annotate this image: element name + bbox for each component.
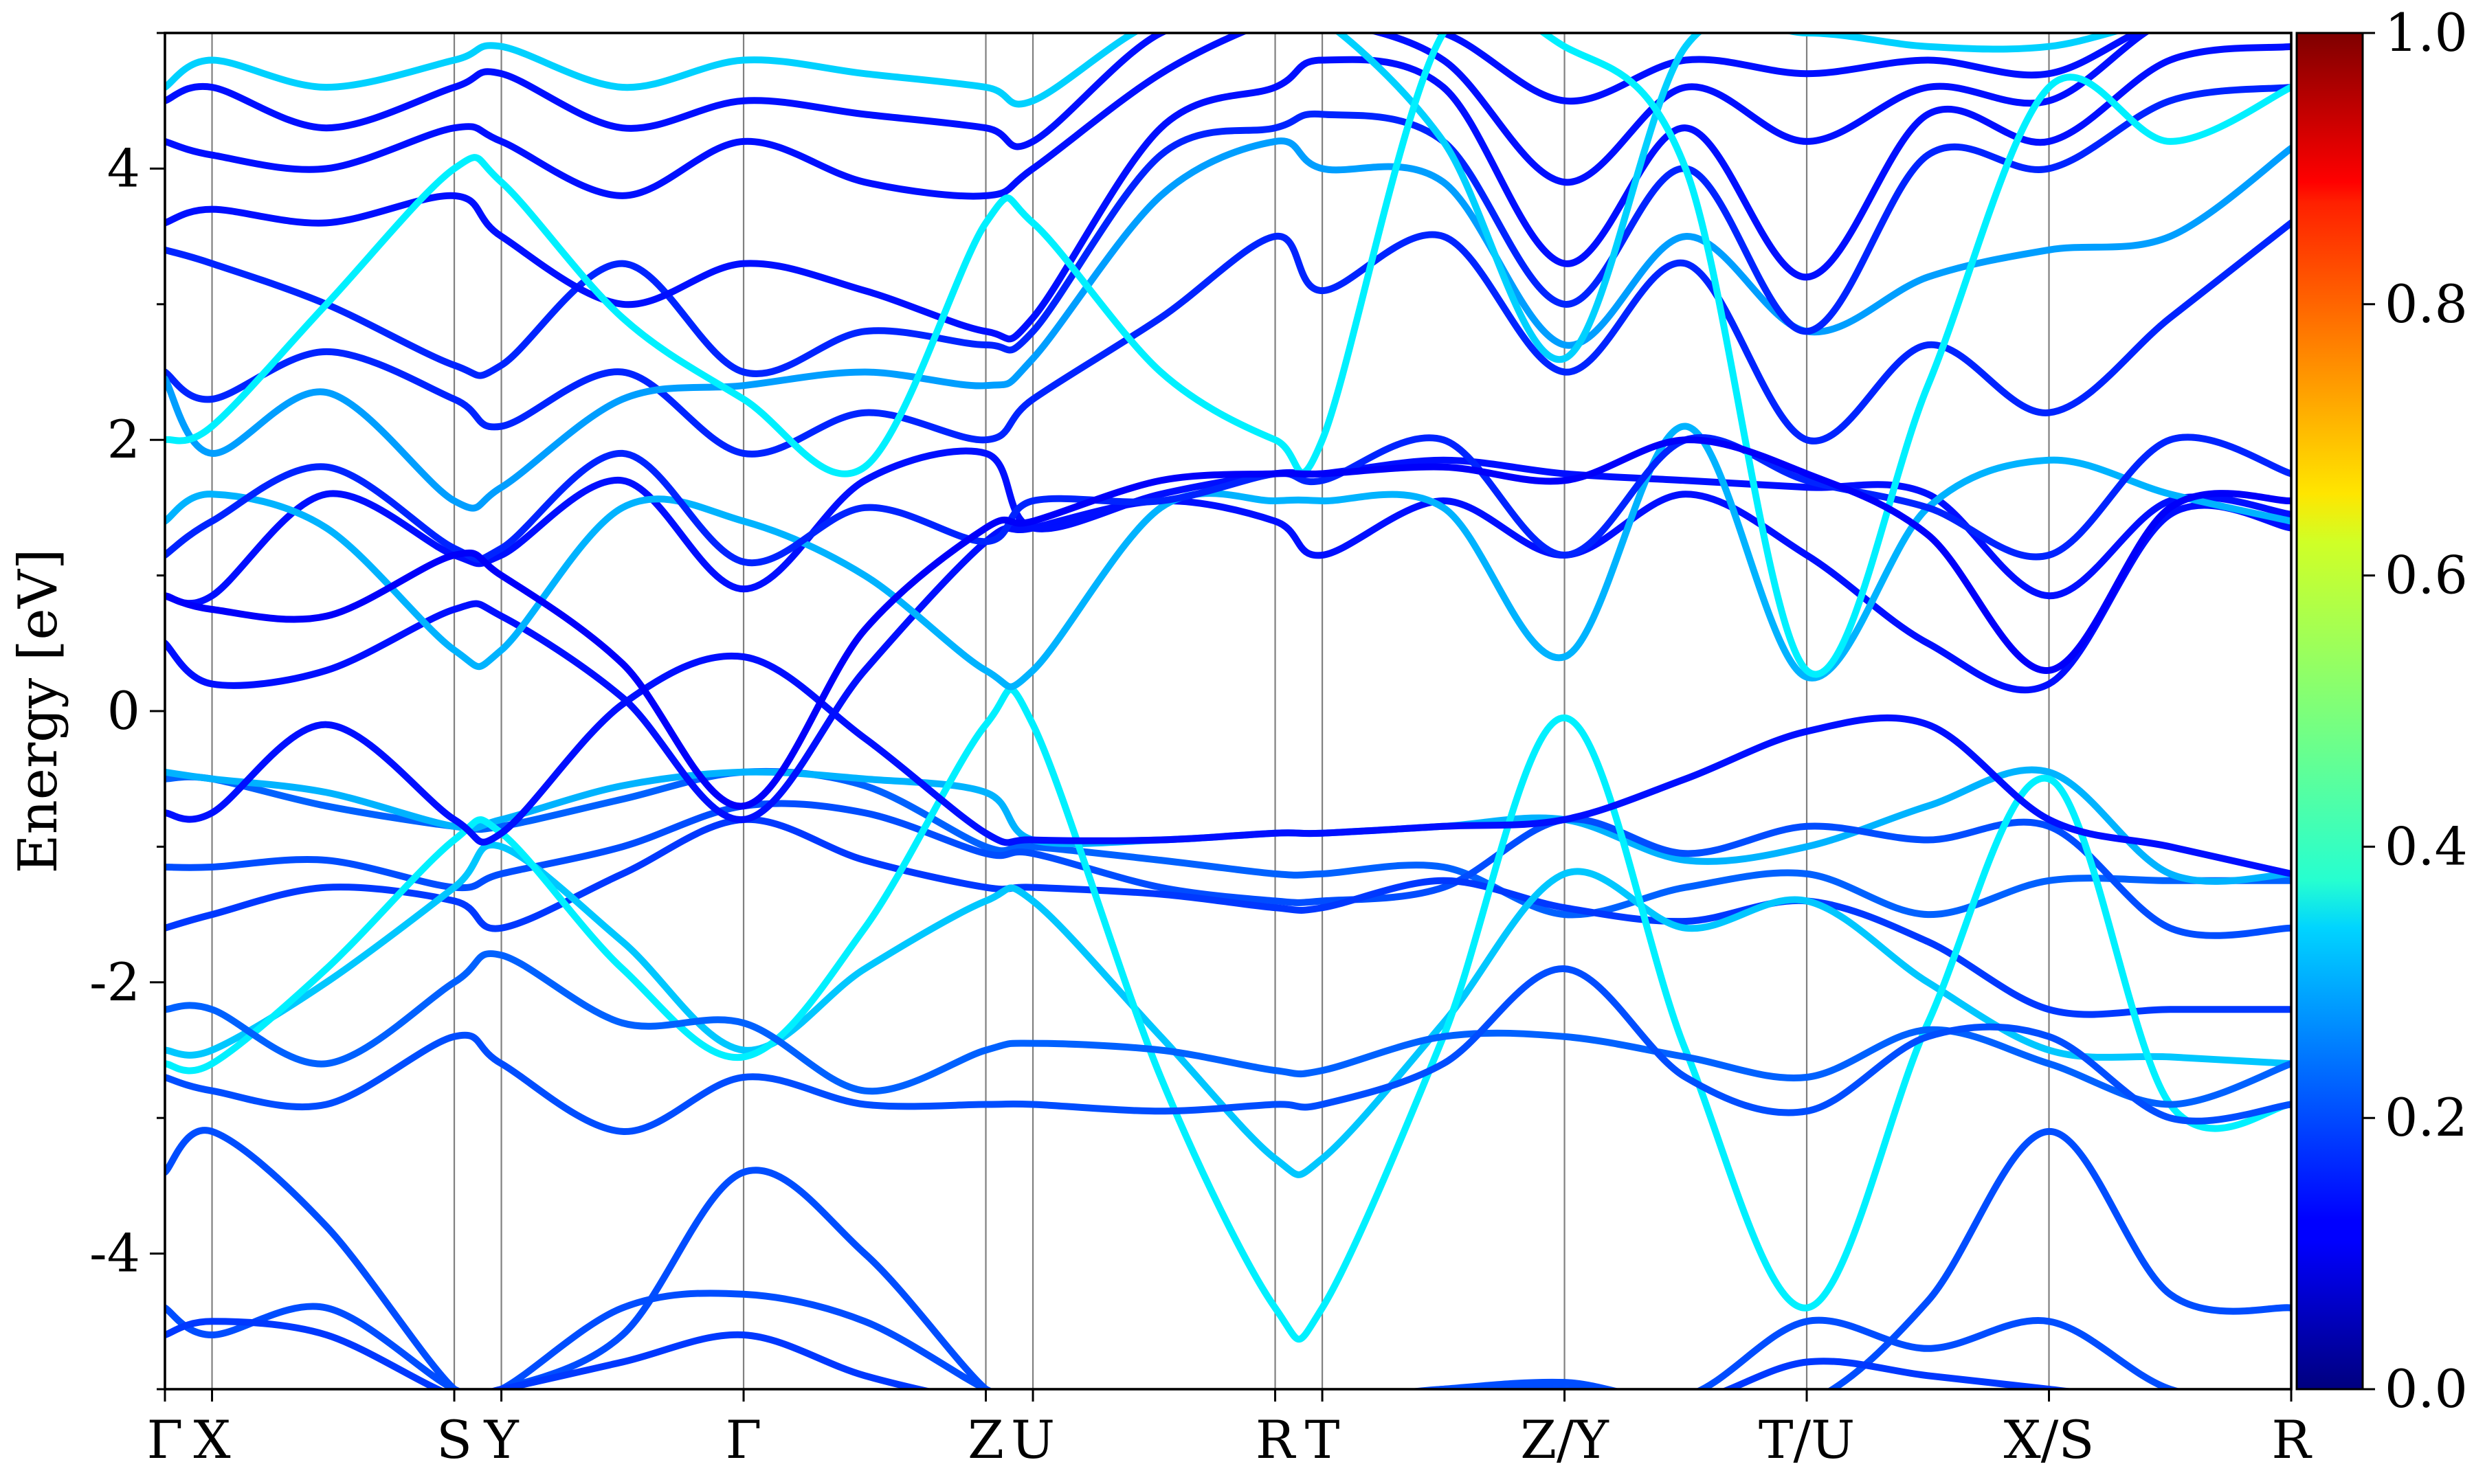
band-line xyxy=(165,686,2291,1343)
x-tick-label: Y xyxy=(483,1409,519,1470)
x-tick-label: T/U xyxy=(1759,1409,1855,1470)
x-tick-label: X/S xyxy=(2004,1409,2095,1470)
band-line xyxy=(165,137,2291,512)
colorbar: 1.0 0.8 0.6 0.4 0.2 0.0 xyxy=(2295,2,2468,1419)
colorbar-tick-label: 0.6 xyxy=(2385,545,2468,606)
x-axis-ticks: Γ X S Y Γ Z U R T Z/Y T/U X/S R xyxy=(147,1389,2313,1470)
band-line xyxy=(165,436,2291,810)
band-line xyxy=(165,841,2291,1178)
colorbar-tick-label: 0.4 xyxy=(2385,816,2468,877)
x-tick-label: Z xyxy=(968,1409,1004,1470)
band-line xyxy=(165,447,2291,607)
y-tick-label: 4 xyxy=(107,137,140,199)
x-tick-label: Γ xyxy=(147,1409,183,1470)
band-line xyxy=(165,423,2291,690)
band-line xyxy=(165,33,2123,363)
x-tick-label: Γ xyxy=(726,1409,762,1470)
band-line xyxy=(165,965,2291,1135)
band-line xyxy=(165,84,2291,379)
y-tick-label: -4 xyxy=(89,1223,140,1284)
plot-frame xyxy=(164,32,2293,1391)
x-tick-label: Z/Y xyxy=(1520,1409,1609,1470)
kpoint-separator-lines xyxy=(211,33,2050,1389)
y-tick-label: -2 xyxy=(89,952,140,1013)
band-line xyxy=(165,491,2291,823)
band-line xyxy=(165,800,2291,939)
colorbar-tick-label: 0.0 xyxy=(2385,1358,2468,1419)
colorbar-tick-label: 1.0 xyxy=(2385,2,2468,63)
y-tick-label: 0 xyxy=(107,680,140,741)
band-line xyxy=(165,1167,2183,1389)
x-tick-label: T xyxy=(1305,1409,1340,1470)
band-line xyxy=(165,766,2291,885)
band-line xyxy=(165,652,2291,877)
band-line xyxy=(165,1127,2291,1389)
y-axis-title: Energy [eV] xyxy=(8,549,69,874)
band-line xyxy=(165,816,2291,1018)
colorbar-ticks: 1.0 0.8 0.6 0.4 0.2 0.0 xyxy=(2363,2,2468,1419)
x-tick-label: R xyxy=(2271,1409,2313,1470)
x-tick-label: U xyxy=(1011,1409,1055,1470)
colorbar-gradient xyxy=(2295,32,2364,1391)
band-curves xyxy=(165,33,2291,1389)
band-line xyxy=(165,43,2291,343)
x-tick-label: S xyxy=(436,1409,472,1470)
band-line xyxy=(165,1318,2077,1389)
band-line xyxy=(165,219,2291,458)
y-tick-label: 2 xyxy=(107,409,140,470)
band-line xyxy=(165,950,2291,1108)
colorbar-tick-label: 0.8 xyxy=(2385,273,2468,335)
x-tick-label: R xyxy=(1256,1409,1297,1470)
band-line xyxy=(165,33,2151,200)
band-line xyxy=(165,767,2291,919)
x-tick-label: X xyxy=(193,1409,230,1470)
band-line xyxy=(165,33,2291,678)
colorbar-tick-label: 0.2 xyxy=(2385,1087,2468,1148)
band-line xyxy=(165,33,2143,150)
y-axis-ticks: 4 2 0 -2 -4 xyxy=(89,32,165,1391)
